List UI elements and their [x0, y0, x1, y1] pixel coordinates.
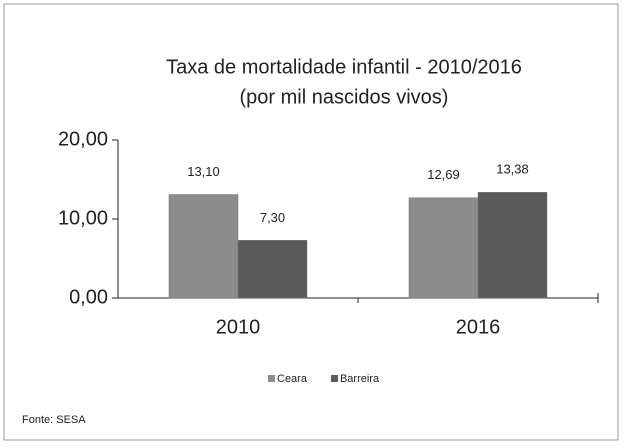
chart-subtitle: (por mil nascidos vivos) [240, 86, 449, 108]
legend-swatch [330, 375, 338, 382]
bar [477, 192, 548, 299]
value-label: 13,38 [496, 162, 529, 177]
value-label: 12,69 [427, 167, 460, 182]
bar [237, 240, 308, 299]
x-tick-label: 2016 [456, 316, 501, 338]
legend-label: Barreira [340, 373, 380, 385]
source-note: Fonte: SESA [22, 414, 86, 426]
value-label: 13,10 [187, 164, 220, 179]
x-tick-label: 2010 [216, 316, 261, 338]
bar [408, 197, 479, 299]
y-tick-label: 10,00 [58, 207, 108, 229]
legend-swatch [268, 375, 275, 382]
value-label: 7,30 [260, 210, 285, 225]
bar [168, 194, 239, 299]
legend-label: Ceara [277, 373, 308, 385]
y-tick-label: 0,00 [69, 286, 108, 308]
y-tick-label: 20,00 [58, 128, 108, 150]
chart-title: Taxa de mortalidade infantil - 2010/2016 [166, 56, 522, 78]
